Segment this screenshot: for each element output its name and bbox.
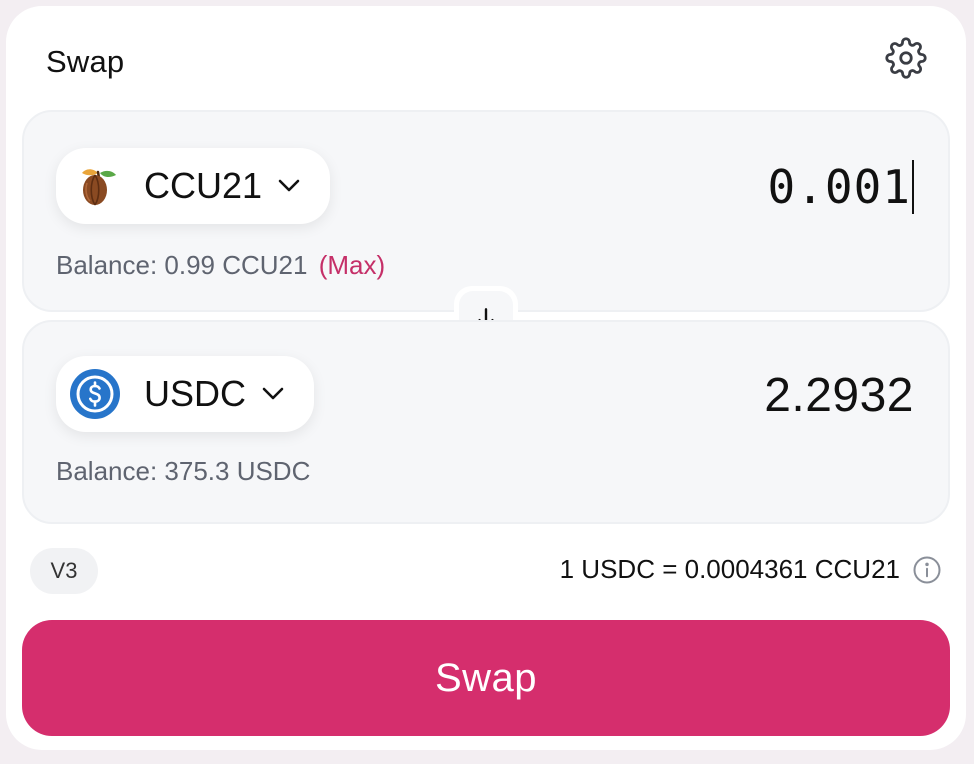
chevron-down-icon xyxy=(262,387,284,401)
swap-card: Swap CCU21 xyxy=(6,6,966,750)
from-amount-value: 0.001 xyxy=(767,160,911,214)
to-token-selector[interactable]: USDC xyxy=(56,356,314,432)
page-title: Swap xyxy=(46,44,125,79)
version-badge: V3 xyxy=(30,548,98,594)
to-amount-output[interactable]: 2.2932 xyxy=(764,369,914,422)
from-balance-text: Balance: 0.99 CCU21 xyxy=(56,250,308,280)
max-button[interactable]: (Max) xyxy=(318,250,386,280)
to-token-symbol: USDC xyxy=(144,373,247,414)
to-token-panel: USDC 2.2932 Balance: 375.3 USDC xyxy=(22,320,950,524)
from-token-selector[interactable]: CCU21 xyxy=(56,148,330,224)
from-token-symbol: CCU21 xyxy=(144,165,263,206)
cocoa-pod-icon xyxy=(70,161,120,211)
exchange-rate-text: 1 USDC = 0.0004361 CCU21 xyxy=(559,554,900,584)
from-amount-input[interactable]: 0.001 xyxy=(767,159,914,214)
usdc-icon xyxy=(70,369,120,419)
info-icon[interactable] xyxy=(912,555,942,585)
chevron-down-icon xyxy=(278,179,300,193)
from-balance: Balance: 0.99 CCU21 (Max) xyxy=(56,250,385,281)
gear-icon xyxy=(885,37,927,79)
to-balance: Balance: 375.3 USDC xyxy=(56,456,311,486)
text-caret xyxy=(912,159,914,214)
from-token-panel: CCU21 0.001 Balance: 0.99 CCU21 (Max) xyxy=(22,110,950,312)
exchange-rate: 1 USDC = 0.0004361 CCU21 xyxy=(560,554,942,585)
swap-button[interactable]: Swap xyxy=(22,620,950,736)
settings-button[interactable] xyxy=(884,36,928,80)
